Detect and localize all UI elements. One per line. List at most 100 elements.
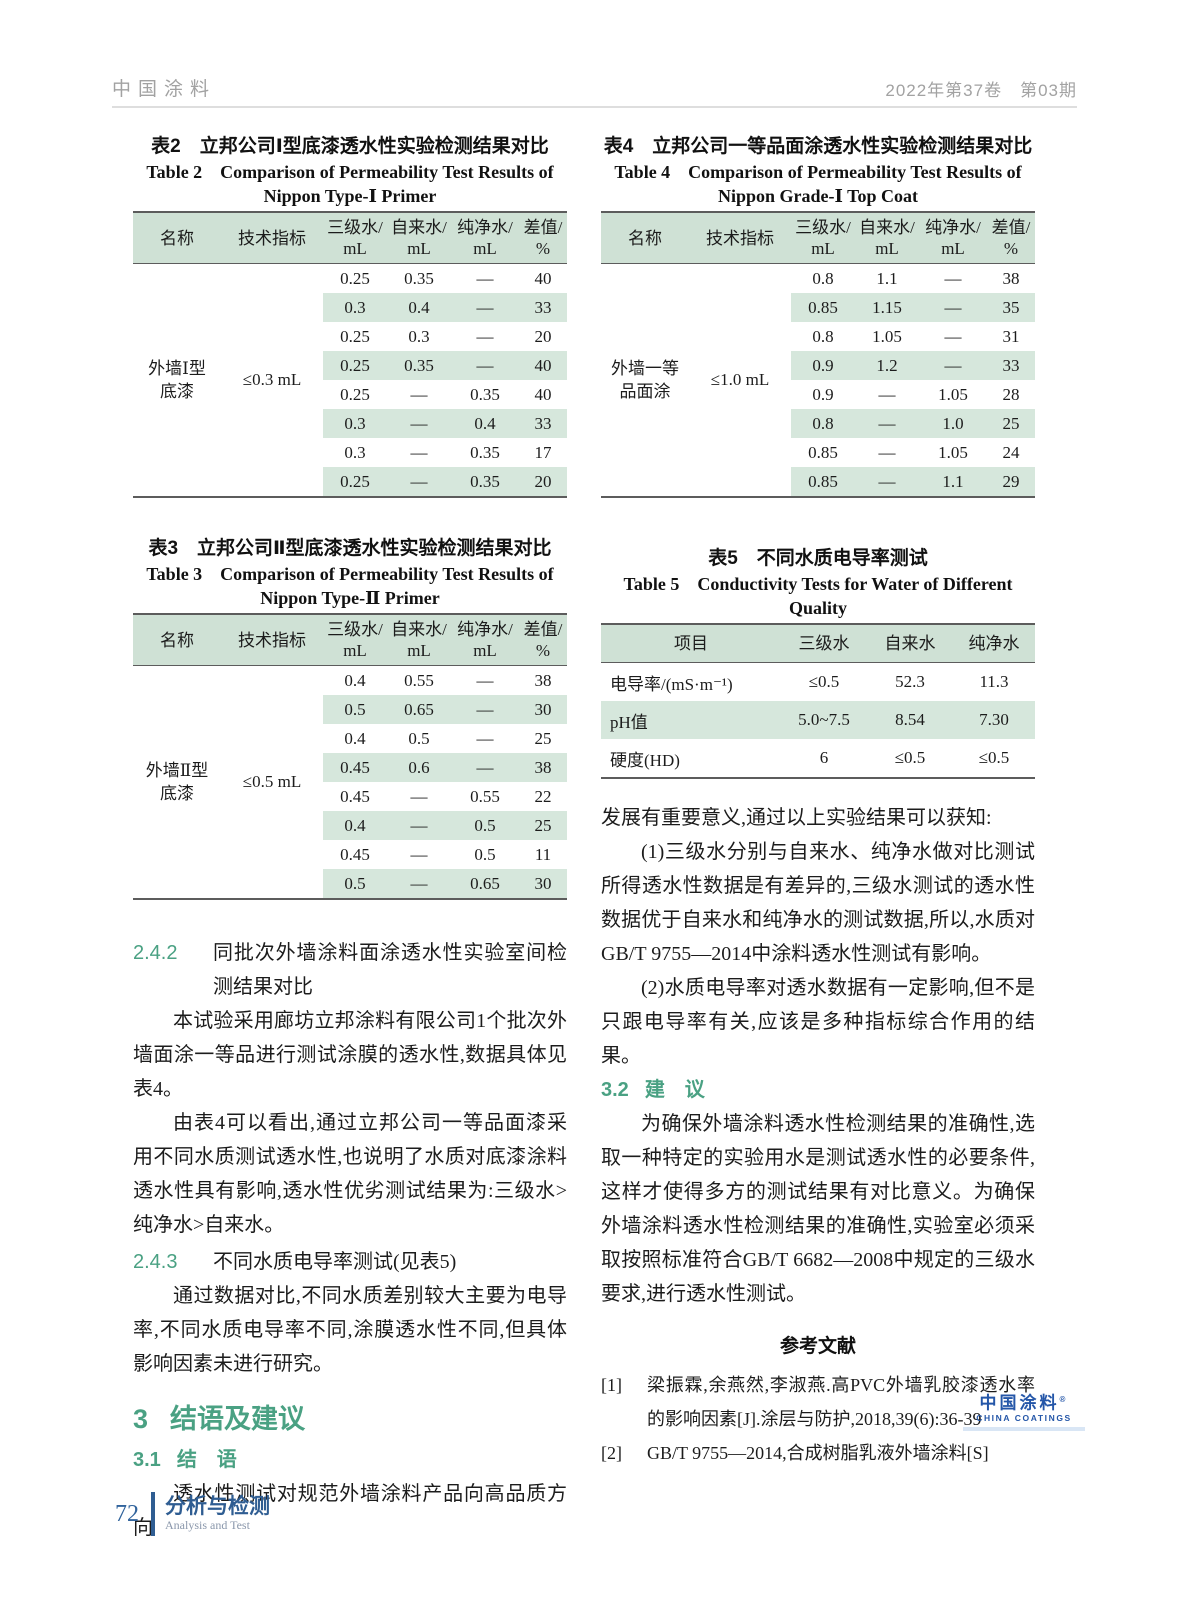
paragraph: (2)水质电导率对透水数据有一定影响,但不是只跟电导率有关,应该是多种指标综合作… [601, 977, 1035, 1067]
column-header: 技术指标 [221, 212, 323, 264]
table5-conductivity-table: 项目 三级水 自来水 纯净水 电导率/(mS·m⁻¹) ≤0.5 52.3 11.3 p… [601, 623, 1035, 779]
table-cell: 17 [534, 442, 552, 462]
table-cell: 1.1 [919, 467, 987, 497]
table-cell: 24 [1002, 442, 1020, 462]
table-cell: 40 [534, 268, 552, 288]
table-cell: 38 [519, 753, 567, 782]
table-cell: 0.8 [812, 268, 834, 288]
paragraph: 发展有重要意义,通过以上实验结果可以获知: [601, 807, 992, 829]
table-cell: — [919, 293, 987, 322]
column-header: 自来水 [867, 624, 953, 663]
table-cell: 20 [519, 467, 567, 497]
table-row: 0.45 — 0.55 22 [133, 782, 567, 811]
left-column: 表2 立邦公司Ⅰ型底漆透水性实验检测结果对比 Table 2 Compariso… [133, 130, 567, 1545]
table-cell: 0.8 [812, 326, 834, 346]
section-title: 建 议 [644, 1079, 705, 1101]
table-cell: 0.45 [323, 753, 387, 782]
table-cell: ≤0.5 [808, 672, 840, 691]
page-number: 72 [115, 1500, 139, 1527]
column-header: 纯净水/ mL [451, 614, 519, 666]
column-header: 项目 [601, 624, 781, 663]
table3-block: 表3 立邦公司Ⅱ型底漆透水性实验检测结果对比 Table 3 Compariso… [133, 536, 567, 900]
table-cell: 0.45 [340, 844, 370, 864]
table-row: 外墙Ⅰ型 底漆 ≤0.3 mL 0.25 0.35—40 [133, 263, 567, 497]
table-cell: 11 [534, 844, 552, 864]
table-cell: 0.65 [387, 695, 451, 724]
logo-text-en: CHINA COATINGS [976, 1412, 1072, 1423]
column-header: 三级水/ mL [323, 212, 387, 264]
table-row: 外墙一等 品面涂 ≤1.0 mL 0.8 1.1—38 [601, 263, 1035, 497]
footer-section-zh: 分析与检测 [165, 1495, 270, 1518]
column-header: 自来水/ mL [387, 212, 451, 264]
table-cell: 30 [519, 695, 567, 724]
table-cell: — [855, 409, 919, 438]
table-row: pH值 5.0~7.5 8.54 7.30 [601, 701, 1035, 739]
table-header-row: 名称 技术指标 三级水/ mL 自来水/ mL 纯净水/ mL 差值/ % [133, 614, 567, 666]
table5-title-en: Table 5 Conductivity Tests for Water of … [623, 574, 1013, 618]
reference-text: 梁振霖,余燕然,李淑燕.高PVC外墙乳胶漆透水率的影响因素[J].涂层与防护,2… [647, 1375, 1035, 1429]
right-column: 表4 立邦公司一等品面涂透水性实验检测结果对比 Table 4 Comparis… [601, 130, 1035, 1470]
paragraph: 透水性测试对规范外墙涂料产品向高品质方向 [133, 1483, 567, 1539]
column-header: 自来水/ mL [387, 614, 451, 666]
paragraph: 本试验采用廊坊立邦涂料有限公司1个批次外墙面涂一等品进行测试涂膜的透水性,数据具… [133, 1010, 567, 1100]
table-cell: 0.65 [451, 869, 519, 899]
table-cell: 0.4 [323, 811, 387, 840]
references-title: 参考文献 [779, 1336, 856, 1357]
table-cell: 1.2 [855, 351, 919, 380]
table-cell: 0.4 [344, 728, 366, 748]
table-cell: 28 [1002, 384, 1020, 404]
table-cell: 11.3 [979, 672, 1009, 691]
table-row: 0.3 — 0.35 17 [133, 438, 567, 467]
table-cell: 38 [1002, 268, 1020, 288]
table-cell: 25 [534, 728, 552, 748]
table-cell: 0.5 [451, 811, 519, 840]
table-cell: — [410, 384, 428, 404]
table5-title: 表5 不同水质电导率测试 Table 5 Conductivity Tests … [601, 546, 1035, 620]
table-cell: — [387, 869, 451, 899]
column-header: 名称 [133, 614, 221, 666]
table-cell: 0.3 [323, 409, 387, 438]
table-cell: — [410, 442, 428, 462]
table-cell: 33 [987, 351, 1035, 380]
footer-section: 分析与检测 Analysis and Test [165, 1495, 270, 1533]
table-cell: — [451, 351, 519, 380]
table-cell: 0.85 [791, 467, 855, 497]
table-row: 0.3 0.4—33 [133, 293, 567, 322]
spec-cell: ≤1.0 mL [689, 263, 791, 497]
table-cell: 1.05 [938, 442, 968, 462]
table-cell: — [410, 786, 428, 806]
table-cell: — [878, 442, 896, 462]
paragraph: (1)三级水分别与自来水、纯净水做对比测试所得透水性数据是有差异的,三级水测试的… [601, 841, 1035, 965]
table-cell: 0.4 [451, 409, 519, 438]
section-2-4-2-heading: 2.4.2 同批次外墙涂料面涂透水性实验室间检测结果对比 [133, 936, 567, 1004]
table-cell: 40 [519, 351, 567, 380]
table-row: 0.25 0.35—40 [133, 351, 567, 380]
table-row: 0.5 0.65—30 [133, 695, 567, 724]
reference-number: [1] [601, 1375, 622, 1395]
table-cell: 0.9 [791, 351, 855, 380]
table-row: 0.45 — 0.5 11 [133, 840, 567, 869]
table-cell: — [944, 326, 962, 346]
section-title: 不同水质电导率测试(见表5) [213, 1251, 457, 1273]
table-cell: 0.4 [387, 293, 451, 322]
table-cell: 7.30 [953, 701, 1035, 739]
table-row: 硬度(HD) 6 ≤0.5 ≤0.5 [601, 739, 1035, 778]
table-cell: 0.85 [791, 293, 855, 322]
table-cell: — [410, 844, 428, 864]
table-cell: 25 [987, 409, 1035, 438]
table5-title-zh: 表5 不同水质电导率测试 [708, 548, 928, 569]
section-number: 3 [133, 1404, 149, 1434]
reference-text: GB/T 9755—2014,合成树脂乳液外墙涂料[S] [647, 1443, 989, 1463]
table4-title: 表4 立邦公司一等品面涂透水性实验检测结果对比 Table 4 Comparis… [601, 134, 1035, 208]
table-row: 0.25 — 0.35 40 [133, 380, 567, 409]
table-cell: 8.54 [867, 701, 953, 739]
table-cell: 0.25 [340, 384, 370, 404]
section-number: 2.4.3 [133, 1251, 178, 1273]
row-label-cell: 电导率/(mS·m⁻¹) [610, 674, 733, 694]
spec-cell: ≤0.5 mL [221, 665, 323, 899]
table-cell: — [476, 728, 494, 748]
logo-underline-bar [963, 1426, 1085, 1431]
logo-text-zh: 中国涂料® [979, 1393, 1069, 1413]
table-cell: 1.0 [919, 409, 987, 438]
column-header: 自来水/ mL [855, 212, 919, 264]
